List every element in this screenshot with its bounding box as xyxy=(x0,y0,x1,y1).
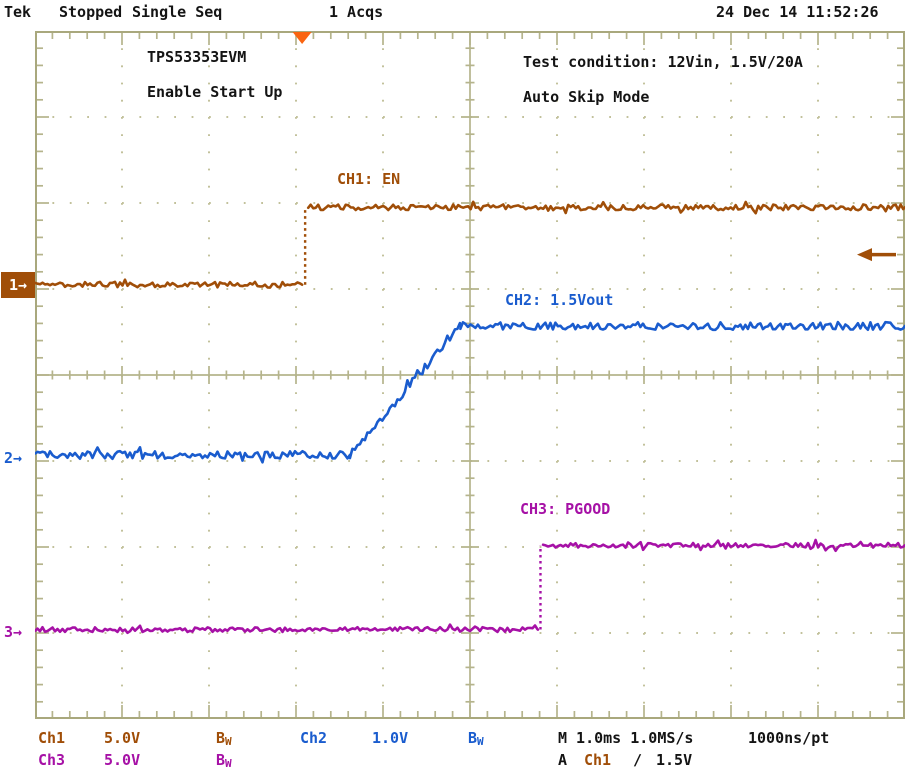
ch1-bandwidth-badge: BW xyxy=(216,729,232,748)
ch3-marker-label: 3 xyxy=(4,623,14,641)
trigger-level-readout: 1.5V xyxy=(656,751,693,769)
ch3-bandwidth-badge: BW xyxy=(216,751,232,770)
ch2-marker-label: 2 xyxy=(4,449,14,467)
graticule-area xyxy=(35,31,905,719)
ch2-readout-label: Ch2 xyxy=(300,729,328,747)
annotation-condition: Test condition: 12Vin, 1.5V/20A xyxy=(523,53,803,71)
annotation-device: TPS53353EVM xyxy=(147,48,247,66)
datetime-readout: 24 Dec 14 11:52:26 xyxy=(716,3,879,21)
ch1-position-marker: 1 → xyxy=(1,272,35,298)
acquisition-count: 1 Acqs xyxy=(329,3,384,21)
brand-logo: Tek xyxy=(4,3,32,21)
ch3-scale-readout: 5.0V xyxy=(104,751,141,769)
scope-canvas xyxy=(35,31,905,719)
trigger-slope-icon: ∕ xyxy=(633,751,643,769)
trace-label-ch2: CH2: 1.5Vout xyxy=(505,291,614,309)
ch3-position-marker: 3→ xyxy=(4,620,22,645)
ch1-scale-readout: 5.0V xyxy=(104,729,141,747)
ch1-readout-label: Ch1 xyxy=(38,729,66,747)
acquisition-status: Stopped xyxy=(59,3,123,21)
ch2-position-marker: 2→ xyxy=(4,446,22,471)
ch1-marker-label: 1 xyxy=(8,276,18,294)
annotation-mode: Auto Skip Mode xyxy=(523,88,650,106)
ch1-marker-arrow-icon: → xyxy=(18,276,28,294)
timebase-readout: M 1.0ms 1.0MS/s xyxy=(558,729,694,747)
ch2-scale-readout: 1.0V xyxy=(372,729,409,747)
ch2-marker-arrow-icon: → xyxy=(13,449,23,467)
ch3-marker-arrow-icon: → xyxy=(13,623,23,641)
trigger-source-readout: Ch1 xyxy=(584,751,612,769)
ch2-bandwidth-badge: BW xyxy=(468,729,484,748)
trigger-type-readout: A xyxy=(558,751,568,769)
acquisition-mode: Single Seq xyxy=(132,3,223,21)
ch3-readout-label: Ch3 xyxy=(38,751,66,769)
resolution-readout: 1000ns/pt xyxy=(748,729,830,747)
trace-label-ch1: CH1: EN xyxy=(337,170,401,188)
annotation-test: Enable Start Up xyxy=(147,83,283,101)
trace-label-ch3: CH3: PGOOD xyxy=(520,500,611,518)
